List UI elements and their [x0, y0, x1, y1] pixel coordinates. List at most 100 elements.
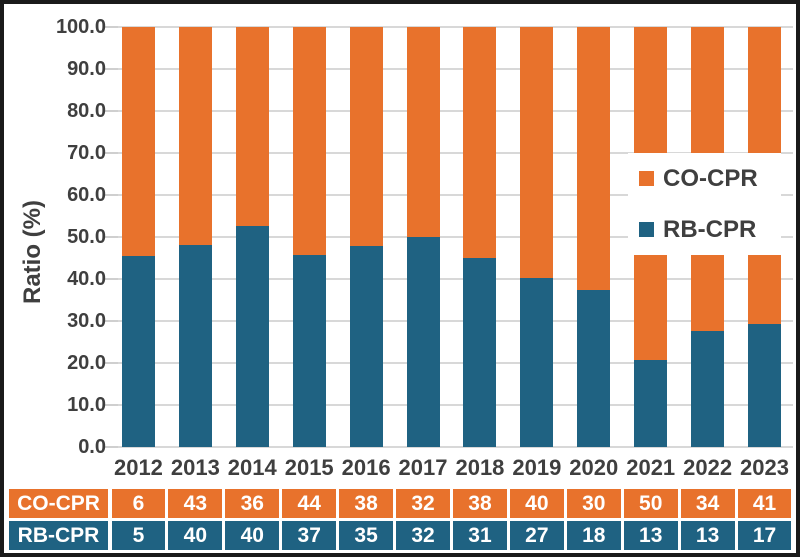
- gridline: [110, 278, 793, 280]
- x-tick-label: 2020: [569, 455, 619, 480]
- legend-label: RB-CPR: [663, 215, 757, 243]
- y-axis-tick: [104, 362, 118, 364]
- legend: CO-CPR RB-CPR: [628, 153, 781, 255]
- bar-rb-cpr-2020: [577, 289, 611, 447]
- table-cell-co-cpr-2015: 44: [282, 489, 337, 518]
- table-cell-co-cpr-2012: 6: [111, 489, 166, 518]
- table-cell-rb-cpr-2013: 40: [168, 521, 223, 550]
- table-row-header-rb-cpr: RB-CPR: [9, 521, 108, 550]
- bar-co-cpr-2017: [406, 27, 440, 237]
- table-cell-rb-cpr-2023: 17: [737, 521, 792, 550]
- y-axis-tick: [104, 26, 118, 28]
- bar-rb-cpr-2016: [349, 245, 383, 447]
- table-cell-co-cpr-2014: 36: [225, 489, 280, 518]
- bar-rb-cpr-2019: [520, 277, 554, 447]
- y-axis-tick: [104, 320, 118, 322]
- bar-co-cpr-2014: [235, 27, 269, 226]
- bar-co-cpr-2015: [292, 27, 326, 256]
- legend-item-co-cpr: CO-CPR: [628, 156, 781, 202]
- y-tick-label: 0.0: [78, 436, 106, 458]
- table-cell-rb-cpr-2022: 13: [680, 521, 735, 550]
- x-tick-label: 2021: [626, 455, 676, 480]
- y-axis-tick: [104, 152, 118, 154]
- table-cell-co-cpr-2013: 43: [168, 489, 223, 518]
- bar-co-cpr-2016: [349, 27, 383, 246]
- y-axis-tick: [104, 278, 118, 280]
- bar-co-cpr-2019: [520, 27, 554, 278]
- gridline: [110, 236, 793, 238]
- x-tick-label: 2015: [284, 455, 334, 480]
- x-tick-label: 2016: [341, 455, 391, 480]
- y-tick-label: 80.0: [67, 100, 106, 122]
- x-tick-label: 2017: [398, 455, 448, 480]
- table-cell-co-cpr-2017: 32: [396, 489, 450, 518]
- bar-rb-cpr-2017: [406, 237, 440, 447]
- gridline: [110, 446, 793, 448]
- table-cell-rb-cpr-2012: 5: [111, 521, 166, 550]
- gridline: [110, 26, 793, 28]
- x-tick-label: 2019: [512, 455, 562, 480]
- legend-swatch-rb-cpr: [639, 222, 654, 237]
- gridline: [110, 362, 793, 364]
- table-cell-rb-cpr-2016: 35: [339, 521, 394, 550]
- bar-rb-cpr-2021: [634, 360, 668, 447]
- bar-rb-cpr-2022: [691, 330, 725, 447]
- y-tick-label: 60.0: [67, 184, 106, 206]
- y-axis-tick: [104, 446, 118, 448]
- table-cell-co-cpr-2018: 38: [453, 489, 507, 518]
- bar-co-cpr-2012: [121, 27, 155, 257]
- bar-co-cpr-2020: [577, 27, 611, 290]
- x-tick-label: 2023: [740, 455, 789, 480]
- bar-co-cpr-2018: [463, 27, 497, 259]
- bar-rb-cpr-2013: [178, 244, 212, 447]
- bar-rb-cpr-2018: [463, 258, 497, 447]
- x-tick-label: 2014: [227, 455, 277, 480]
- table-cell-co-cpr-2022: 34: [680, 489, 735, 518]
- y-tick-label: 30.0: [67, 310, 106, 332]
- table-cell-co-cpr-2020: 30: [566, 489, 621, 518]
- table-cell-rb-cpr-2021: 13: [623, 521, 678, 550]
- legend-swatch-co-cpr: [639, 171, 654, 186]
- gridline: [110, 68, 793, 70]
- y-axis-tick: [104, 404, 118, 406]
- table-cell-co-cpr-2016: 38: [339, 489, 394, 518]
- table-cell-co-cpr-2023: 41: [737, 489, 792, 518]
- x-tick-label: 2012: [113, 455, 163, 480]
- bar-rb-cpr-2023: [748, 323, 782, 447]
- table-cell-rb-cpr-2018: 31: [453, 521, 507, 550]
- y-axis-tick: [104, 236, 118, 238]
- gridline: [110, 110, 793, 112]
- table-cell-rb-cpr-2017: 32: [396, 521, 450, 550]
- legend-label: CO-CPR: [663, 164, 758, 192]
- y-tick-label: 20.0: [67, 352, 106, 374]
- bar-rb-cpr-2012: [121, 256, 155, 447]
- table-row-header-co-cpr: CO-CPR: [9, 489, 108, 518]
- gridline: [110, 152, 793, 154]
- y-tick-label: 90.0: [67, 58, 106, 80]
- y-tick-label: 50.0: [67, 226, 106, 248]
- y-axis-tick: [104, 110, 118, 112]
- table-cell-rb-cpr-2020: 18: [566, 521, 621, 550]
- legend-item-rb-cpr: RB-CPR: [628, 207, 781, 253]
- table-cell-rb-cpr-2015: 37: [282, 521, 337, 550]
- bar-rb-cpr-2015: [292, 255, 326, 447]
- table-cell-rb-cpr-2014: 40: [225, 521, 280, 550]
- y-tick-label: 100.0: [55, 16, 106, 38]
- bar-co-cpr-2013: [178, 27, 212, 245]
- table-cell-rb-cpr-2019: 27: [509, 521, 564, 550]
- y-tick-label: 40.0: [67, 268, 106, 290]
- x-tick-label: 2022: [683, 455, 733, 480]
- x-tick-label: 2013: [170, 455, 220, 480]
- y-tick-label: 70.0: [67, 142, 106, 164]
- x-tick-label: 2018: [455, 455, 505, 480]
- y-tick-label: 10.0: [67, 394, 106, 416]
- bar-rb-cpr-2014: [235, 225, 269, 447]
- y-axis-tick: [104, 194, 118, 196]
- gridline: [110, 404, 793, 406]
- gridline: [110, 320, 793, 322]
- table-cell-co-cpr-2019: 40: [509, 489, 564, 518]
- gridline: [110, 194, 793, 196]
- y-axis-tick: [104, 68, 118, 70]
- table-cell-co-cpr-2021: 50: [623, 489, 678, 518]
